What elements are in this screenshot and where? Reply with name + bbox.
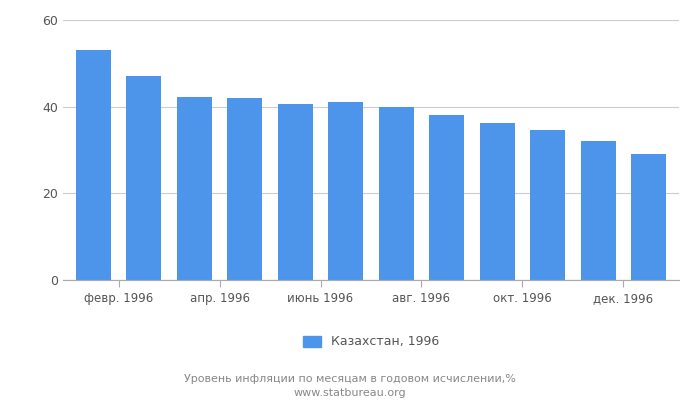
- Bar: [76, 50, 111, 280]
- Bar: [278, 104, 313, 280]
- Text: Уровень инфляции по месяцам в годовом исчислении,%: Уровень инфляции по месяцам в годовом ис…: [184, 374, 516, 384]
- Text: www.statbureau.org: www.statbureau.org: [294, 388, 406, 398]
- Legend: Казахстан, 1996: Казахстан, 1996: [298, 330, 444, 354]
- Bar: [126, 76, 162, 280]
- Bar: [530, 130, 566, 280]
- Bar: [631, 154, 666, 280]
- Bar: [480, 123, 515, 280]
- Bar: [328, 102, 363, 280]
- Bar: [176, 97, 212, 280]
- Bar: [227, 98, 262, 280]
- Bar: [429, 115, 464, 280]
- Bar: [580, 141, 616, 280]
- Bar: [379, 107, 414, 280]
